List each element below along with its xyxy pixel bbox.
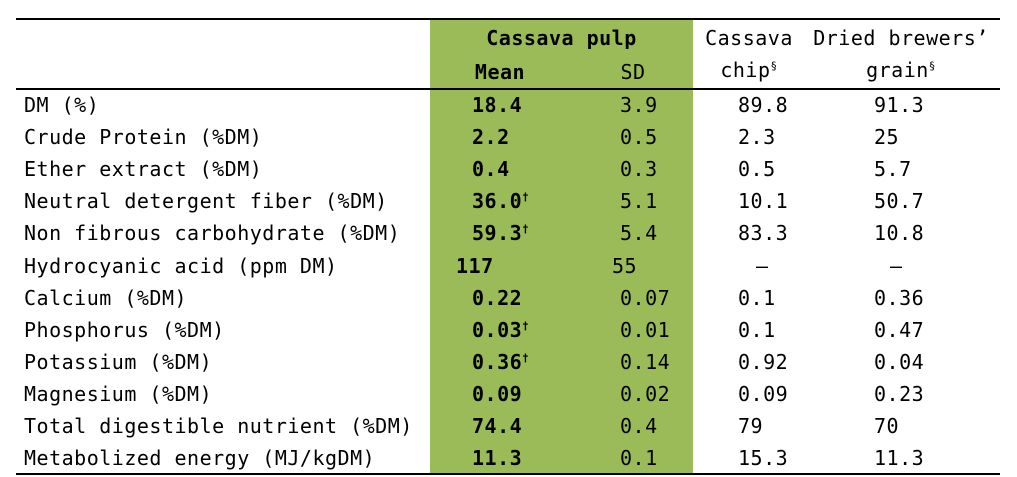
cassava-chip-value: 0.1 <box>738 317 776 342</box>
sd-value: 0.07 <box>620 285 671 310</box>
row-label: Neutral detergent fiber (%DM) <box>24 189 388 214</box>
row-label: Ether extract (%DM) <box>24 157 263 182</box>
cassava-chip-value: 79 <box>738 414 764 438</box>
cassava-chip-value: 89.8 <box>738 93 789 117</box>
brewers-grain-value: 0.23 <box>874 381 925 406</box>
mean-cell: 0.03† <box>472 318 529 342</box>
header-cassava-chip-line1: Cassava <box>705 26 793 50</box>
mean-value: 36.0 <box>472 189 523 214</box>
brewers-grain-value: 91.3 <box>874 93 925 117</box>
row-label: Calcium (%DM) <box>24 285 188 310</box>
sd-value: 0.02 <box>620 381 671 406</box>
section-mark: § <box>770 59 778 73</box>
mean-value: 74.4 <box>472 414 523 438</box>
row-label: Non fibrous carbohydrate (%DM) <box>24 221 401 246</box>
mean-value: 11.3 <box>472 446 523 471</box>
brewers-grain-value: 0.47 <box>874 317 925 342</box>
sd-value: 0.5 <box>620 125 658 150</box>
row-label: Total digestible nutrient (%DM) <box>24 414 413 438</box>
brewers-grain-value: 50.7 <box>874 189 925 214</box>
row-label: Potassium (%DM) <box>24 349 213 374</box>
dagger-mark: † <box>522 351 530 365</box>
cassava-chip-value: 0.1 <box>738 285 776 310</box>
sd-value: 0.4 <box>620 414 658 438</box>
dagger-mark: † <box>522 222 530 236</box>
brewers-grain-value: 0.04 <box>874 349 925 374</box>
row-label: Hydrocyanic acid (ppm DM) <box>24 253 338 278</box>
brewers-grain-value: 5.7 <box>874 157 912 182</box>
mean-value: 18.4 <box>472 93 523 117</box>
cassava-chip-value: – <box>756 253 769 278</box>
brewers-grain-value: – <box>890 253 903 278</box>
header-cassava-pulp: Cassava pulp <box>486 26 637 50</box>
mean-value: 2.2 <box>472 125 510 150</box>
sd-value: 5.1 <box>620 189 658 214</box>
mean-cell: 59.3† <box>472 221 529 245</box>
sd-value: 55 <box>612 253 638 278</box>
row-label: Crude Protein (%DM) <box>24 125 263 150</box>
brewers-grain-value: 0.36 <box>874 285 925 310</box>
mean-value: 0.4 <box>472 157 510 182</box>
row-label: Magnesium (%DM) <box>24 381 213 406</box>
sd-value: 0.1 <box>620 446 658 471</box>
brewers-grain-value: 70 <box>874 414 900 438</box>
header-brewers-line2: grain§ <box>866 58 936 82</box>
header-rule <box>16 88 1000 90</box>
sd-value: 0.01 <box>620 317 671 342</box>
cassava-chip-value: 2.3 <box>738 125 776 150</box>
sd-value: 0.3 <box>620 157 658 182</box>
brewers-grain-value: 10.8 <box>874 221 925 246</box>
row-label: DM (%) <box>24 93 100 117</box>
cassava-chip-value: 10.1 <box>738 189 789 214</box>
cassava-chip-value: 0.09 <box>738 381 789 406</box>
top-rule <box>16 18 1000 20</box>
mean-value: 117 <box>456 253 494 278</box>
section-mark: § <box>928 59 936 73</box>
cassava-chip-value: 15.3 <box>738 446 789 471</box>
header-brewers-line1: Dried brewers’ <box>813 26 989 50</box>
mean-value: 0.03 <box>472 317 523 342</box>
mean-cell: 36.0† <box>472 189 529 213</box>
sd-value: 3.9 <box>620 93 658 117</box>
brewers-grain-value: 11.3 <box>874 446 925 471</box>
mean-value: 0.09 <box>472 381 523 406</box>
cassava-pulp-highlight <box>430 19 693 474</box>
sd-value: 5.4 <box>620 221 658 246</box>
dagger-mark: † <box>522 319 530 333</box>
header-cassava-chip-line2: chip§ <box>720 58 778 82</box>
header-mean: Mean <box>474 60 526 84</box>
row-label: Phosphorus (%DM) <box>24 317 225 342</box>
cassava-chip-value: 0.92 <box>738 349 789 374</box>
cassava-chip-value: 83.3 <box>738 221 789 246</box>
cassava-chip-value: 0.5 <box>738 157 776 182</box>
mean-cell: 0.36† <box>472 350 529 374</box>
dagger-mark: † <box>522 190 530 204</box>
row-label: Metabolized energy (MJ/kgDM) <box>24 446 376 471</box>
mean-value: 0.22 <box>472 285 523 310</box>
bottom-rule <box>16 473 1000 475</box>
sd-value: 0.14 <box>620 349 671 374</box>
brewers-grain-value: 25 <box>874 125 900 150</box>
mean-value: 59.3 <box>472 221 523 246</box>
header-sd: SD <box>620 60 646 84</box>
mean-value: 0.36 <box>472 349 523 374</box>
